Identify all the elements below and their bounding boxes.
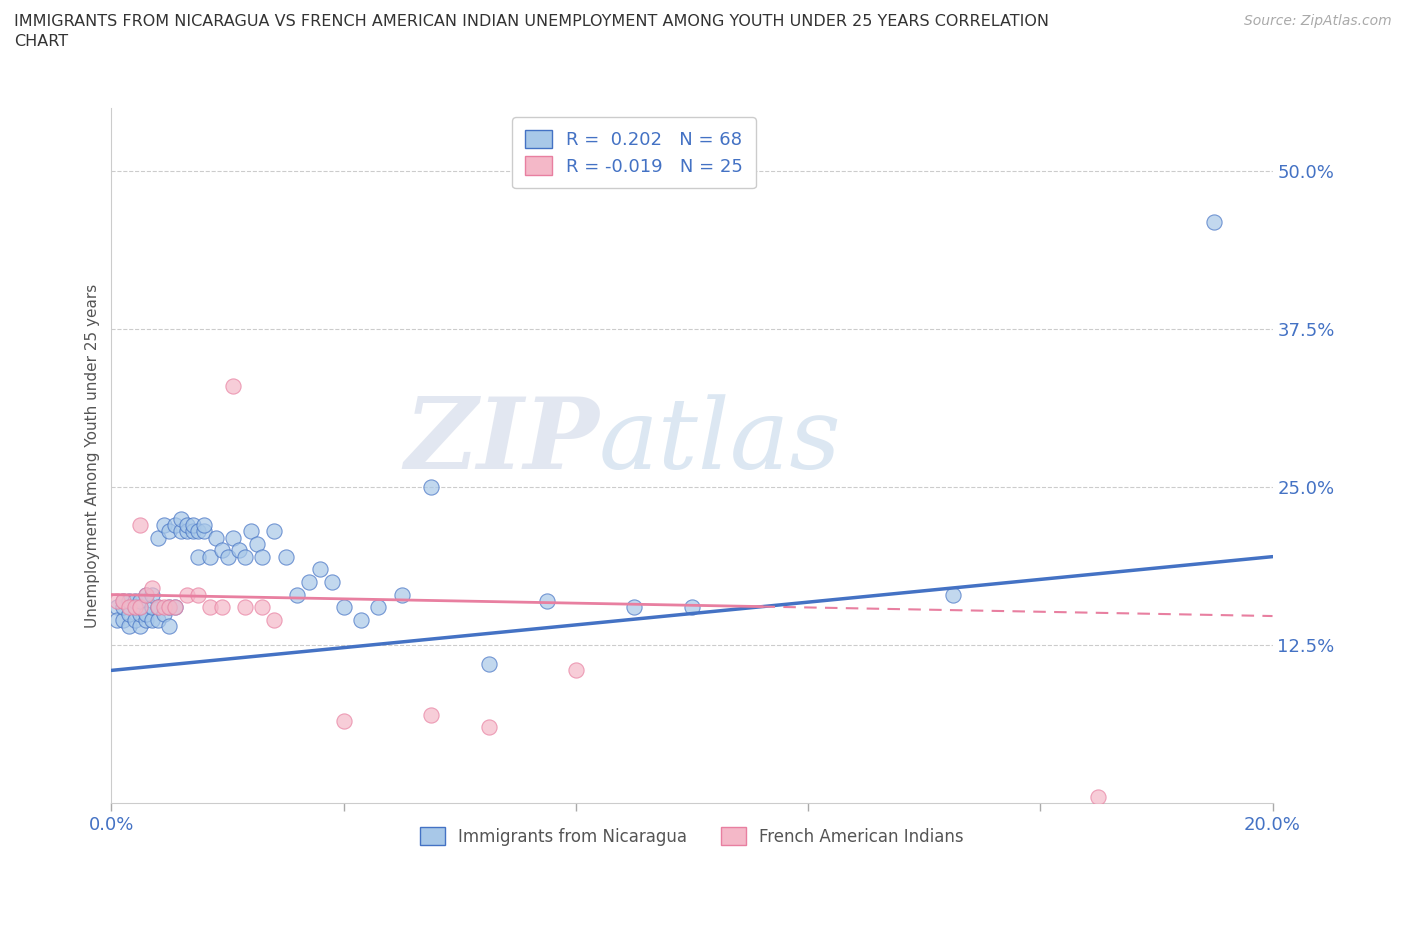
Point (152, 606, 174, 621)
Point (176, 587, 198, 602)
Point (176, 524, 198, 538)
Point (222, 379, 245, 393)
Point (141, 581, 163, 596)
Point (187, 587, 209, 602)
Point (129, 600, 152, 615)
Point (118, 606, 141, 621)
Point (309, 562, 332, 577)
Point (367, 600, 389, 615)
Point (298, 575, 321, 590)
Point (350, 612, 373, 627)
Point (565, 663, 588, 678)
Text: atlas: atlas (599, 394, 842, 489)
Point (536, 593, 558, 608)
Point (124, 600, 146, 615)
Point (129, 518, 152, 533)
Point (135, 587, 157, 602)
Point (165, 600, 187, 615)
Point (198, 600, 221, 615)
Point (211, 543, 233, 558)
Point (274, 550, 297, 565)
Point (176, 518, 198, 533)
Point (187, 550, 209, 565)
Point (159, 600, 181, 615)
Point (124, 593, 146, 608)
Point (478, 657, 501, 671)
Point (118, 600, 141, 615)
Point (187, 524, 209, 538)
Point (135, 612, 157, 627)
Point (165, 600, 187, 615)
Point (193, 524, 215, 538)
Point (146, 600, 169, 615)
Point (942, 587, 965, 602)
Point (159, 600, 181, 615)
Point (118, 593, 141, 608)
Point (129, 618, 152, 633)
Point (141, 612, 163, 627)
Point (146, 530, 169, 545)
Point (181, 524, 204, 538)
Point (170, 512, 193, 526)
Text: IMMIGRANTS FROM NICARAGUA VS FRENCH AMERICAN INDIAN UNEMPLOYMENT AMONG YOUTH UND: IMMIGRANTS FROM NICARAGUA VS FRENCH AMER… (14, 14, 1049, 48)
Point (111, 593, 134, 608)
Point (135, 606, 157, 621)
Point (146, 600, 169, 615)
Point (321, 575, 343, 590)
Point (152, 600, 174, 615)
Point (332, 600, 354, 615)
Point (1087, 790, 1109, 804)
Point (419, 707, 441, 722)
Point (623, 600, 645, 615)
Point (111, 612, 134, 627)
Point (681, 600, 703, 615)
Point (222, 530, 245, 545)
Point (170, 524, 193, 538)
Point (165, 518, 187, 533)
Point (198, 550, 221, 565)
Point (152, 518, 174, 533)
Point (105, 593, 128, 608)
Point (193, 518, 215, 533)
Y-axis label: Unemployment Among Youth under 25 years: Unemployment Among Youth under 25 years (86, 284, 100, 628)
Point (211, 600, 233, 615)
Point (124, 612, 146, 627)
Point (205, 530, 228, 545)
Point (245, 537, 267, 551)
Point (263, 524, 285, 538)
Point (118, 618, 141, 633)
Point (233, 550, 256, 565)
Text: Source: ZipAtlas.com: Source: ZipAtlas.com (1244, 14, 1392, 28)
Point (478, 720, 501, 735)
Point (419, 480, 441, 495)
Point (105, 612, 128, 627)
Point (129, 600, 152, 615)
Point (228, 543, 250, 558)
Point (217, 550, 239, 565)
Point (1204, 214, 1226, 229)
Point (159, 618, 181, 633)
Point (159, 524, 181, 538)
Point (135, 587, 157, 602)
Point (252, 600, 274, 615)
Point (239, 524, 262, 538)
Point (141, 587, 163, 602)
Point (285, 587, 308, 602)
Point (391, 587, 413, 602)
Point (181, 518, 204, 533)
Point (129, 593, 152, 608)
Point (141, 600, 163, 615)
Legend: Immigrants from Nicaragua, French American Indians: Immigrants from Nicaragua, French Americ… (409, 816, 976, 857)
Point (263, 612, 285, 627)
Point (111, 593, 134, 608)
Point (233, 600, 256, 615)
Point (111, 600, 134, 615)
Point (332, 713, 354, 728)
Point (105, 600, 128, 615)
Point (252, 550, 274, 565)
Text: ZIP: ZIP (404, 393, 599, 490)
Point (124, 600, 146, 615)
Point (146, 612, 169, 627)
Point (129, 606, 152, 621)
